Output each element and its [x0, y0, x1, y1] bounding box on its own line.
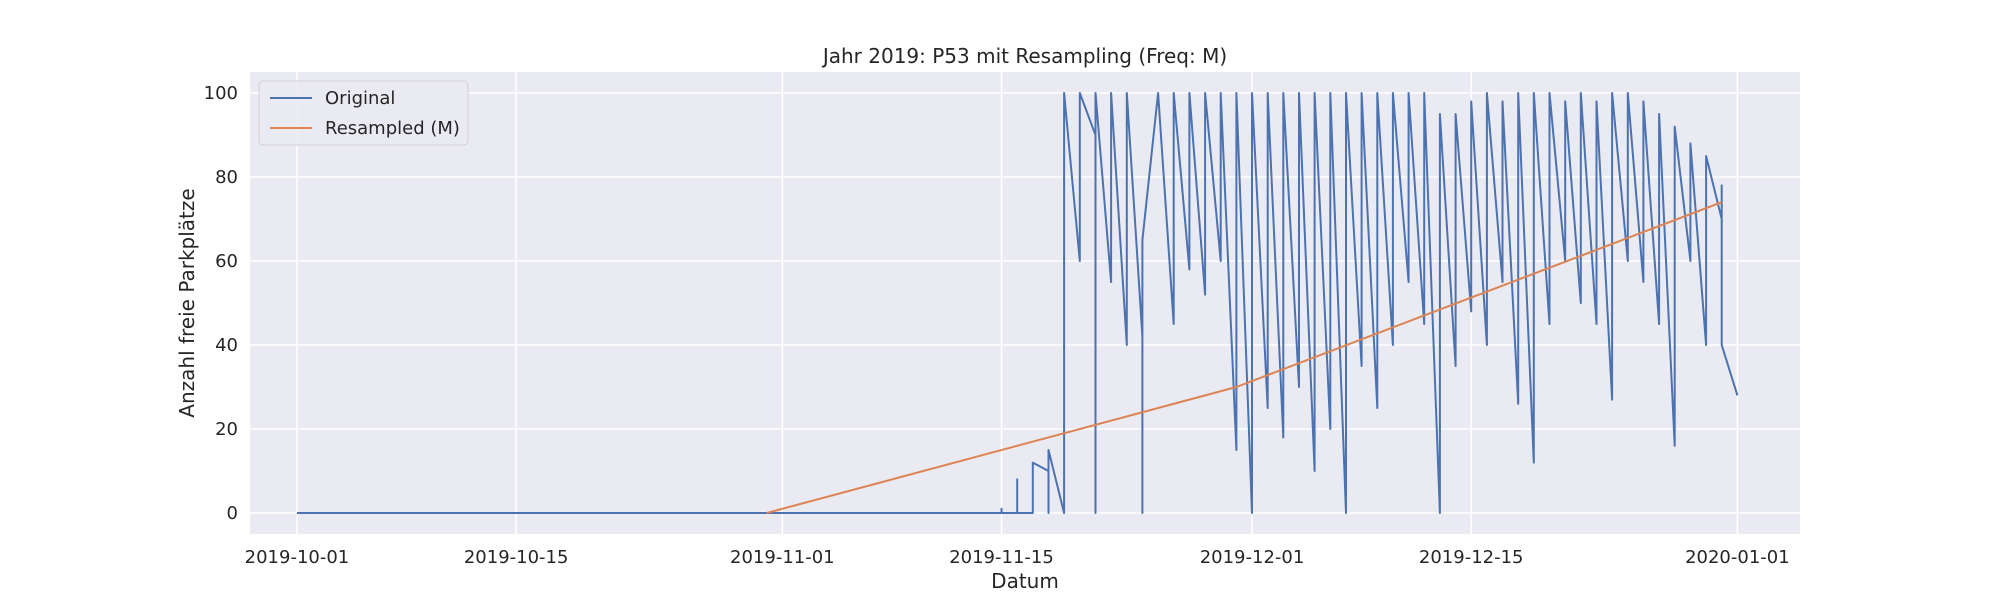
x-tick-label: 2019-11-01: [730, 547, 835, 568]
x-axis-title: Datum: [991, 569, 1059, 593]
series-layer: [297, 92, 1739, 514]
plot-background: [250, 72, 1800, 534]
x-tick-label: 2019-12-15: [1419, 547, 1524, 568]
series-line-original: [297, 92, 1739, 514]
y-tick-label: 100: [204, 83, 238, 104]
x-tick-label: 2020-01-01: [1685, 547, 1790, 568]
x-tick-labels: 2019-10-01 2019-10-15 2019-11-01 2019-11-15…: [245, 547, 1790, 568]
legend-label-resampled: Resampled (M): [325, 118, 460, 139]
y-tick-label: 40: [215, 335, 238, 356]
legend-label-original: Original: [325, 88, 395, 109]
x-tick-label: 2019-11-15: [949, 547, 1054, 568]
x-tick-label: 2019-12-01: [1200, 547, 1305, 568]
y-tick-label: 60: [215, 251, 238, 272]
y-tick-label: 80: [215, 167, 238, 188]
y-tick-label: 0: [227, 503, 238, 524]
chart-title: Jahr 2019: P53 mit Resampling (Freq: M): [821, 44, 1227, 68]
x-tick-label: 2019-10-01: [245, 547, 350, 568]
y-tick-label: 20: [215, 419, 238, 440]
series-line-resampled: [766, 201, 1723, 514]
y-axis-title: Anzahl freie Parkplätze: [175, 188, 199, 417]
y-tick-labels: 0 20 40 60 80 100: [204, 83, 238, 524]
legend: Original Resampled (M): [258, 80, 469, 146]
x-tick-label: 2019-10-15: [464, 547, 569, 568]
